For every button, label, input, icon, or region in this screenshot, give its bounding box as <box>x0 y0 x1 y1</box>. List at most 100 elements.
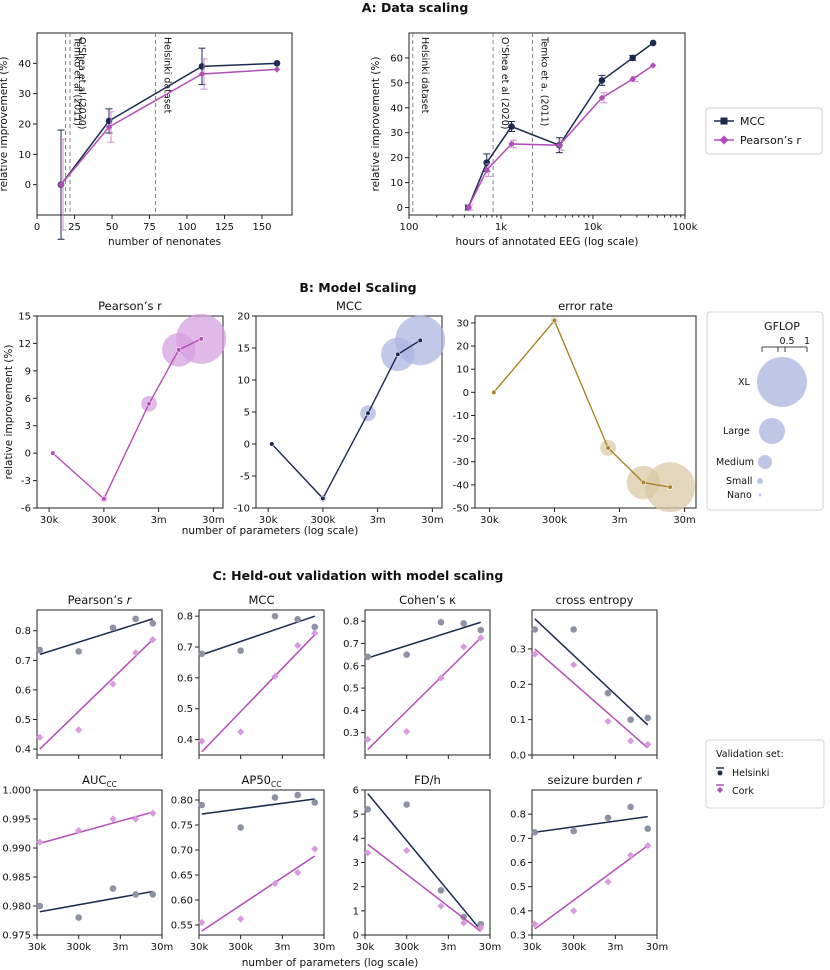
chart-b1-point <box>176 347 182 353</box>
chart-c3-ytick-label: 0.8 <box>343 617 359 628</box>
chart-a2-ytick-label: 60 <box>390 53 403 64</box>
chart-b2-ytick-label: 5 <box>244 408 250 419</box>
chart-c5-point-helsinki <box>149 891 157 898</box>
chart-c2-point-helsinki <box>271 612 279 620</box>
legend-b-label-medium: Medium <box>716 457 754 468</box>
chart-c2: 0.4 0.5 0.6 0.7 0.8 MCC <box>177 593 325 759</box>
b-ylabel: relative improvement (%) <box>3 345 15 480</box>
chart-c2-title: MCC <box>249 593 275 607</box>
chart-c5-point-helsinki <box>75 914 82 921</box>
chart-c8-xtick-label: 30m <box>646 942 668 953</box>
chart-c1-point-helsinki <box>149 620 157 627</box>
chart-a2-point-mcc <box>629 54 636 62</box>
chart-b2-ytick-label: 20 <box>237 312 250 323</box>
chart-b1-ytick-label: 9 <box>25 366 31 377</box>
chart-c6-xtick-label: 30m <box>313 942 335 953</box>
chart-a2-point-pearson <box>629 75 636 83</box>
chart-a2-ytick-label: 10 <box>390 178 403 189</box>
legend-c-frame <box>705 739 825 809</box>
chart-a1-point-pearson <box>57 181 65 188</box>
chart-c5: 0.975 0.980 0.985 0.990 0.995 1.000 30k 300k 3m 3… <box>2 773 173 953</box>
chart-c5-point-helsinki <box>109 885 117 892</box>
legend-c-cork-marker <box>717 787 723 793</box>
chart-c8-ytick-label: 0.4 <box>510 906 526 917</box>
chart-c3-point-cork <box>460 643 468 651</box>
chart-b3-point <box>491 389 497 395</box>
chart-c2-point-cork <box>237 728 245 736</box>
chart-c7-xtick-label: 300k <box>394 942 419 953</box>
chart-a1-xtick-label: 125 <box>215 222 234 233</box>
chart-b3: -50 -40 -30 -20 -10 0 10 20 30 30k 300k 3m 30m error … <box>453 299 697 526</box>
chart-c5-ytick-label: 0.975 <box>2 931 31 942</box>
chart-c3-frame <box>364 609 491 756</box>
chart-b2-xtick-label: 3m <box>370 515 386 526</box>
chart-c3-title: Cohen’s κ <box>399 593 456 607</box>
chart-c5-ytick-label: 0.995 <box>2 815 31 826</box>
chart-b1-title: Pearson’s r <box>98 299 162 313</box>
chart-a1: 0 10 20 30 40 0 25 50 75 100 125 150 number of nenon… <box>0 32 293 248</box>
chart-a2-point-pearson <box>483 166 490 174</box>
chart-c1-point-cork <box>109 680 117 688</box>
chart-c1-point-helsinki <box>132 615 139 623</box>
chart-c2-point-cork <box>294 641 302 650</box>
chart-b3-xtick-label: 3m <box>611 515 627 526</box>
chart-a2: 0 10 20 30 40 50 60 100 1k 10k 100k hours of annota… <box>370 32 698 248</box>
legend-b-label-small: Small <box>726 476 752 487</box>
chart-c1-ytick-label: 0.7 <box>15 656 31 667</box>
chart-c8-point-cork <box>531 920 539 928</box>
chart-c2-fit-helsinki <box>201 615 315 656</box>
chart-c1-point-helsinki <box>75 648 82 655</box>
chart-c8-point-helsinki <box>627 803 634 811</box>
chart-c1: 0.4 0.5 0.6 0.7 0.8 Pearson’s r <box>15 593 163 759</box>
chart-b1-xtick-label: 300k <box>91 515 116 526</box>
chart-c7-point-helsinki <box>437 886 445 894</box>
chart-c8-ytick-label: 0.6 <box>510 858 526 869</box>
chart-c6-xtick-label: 3m <box>274 942 290 953</box>
legend-b-bubble-small <box>757 478 763 484</box>
chart-a2-xlabel: hours of annotated EEG (log scale) <box>456 236 639 248</box>
chart-b3-ytick-label: 20 <box>456 342 469 353</box>
chart-c6-frame <box>198 789 325 936</box>
chart-a1-ylabel: relative improvement (%) <box>0 57 10 192</box>
chart-a2-ytick-label: 40 <box>390 103 403 114</box>
chart-c7-ytick-label: 5 <box>353 810 359 821</box>
chart-c7-ytick-label: 3 <box>353 858 359 869</box>
chart-c7-ytick-label: 6 <box>353 786 359 797</box>
chart-c8-fit-cork <box>534 844 649 930</box>
chart-b3-frame <box>474 315 697 509</box>
chart-c5-ytick-label: 1.000 <box>2 786 31 797</box>
chart-c4-point-cork <box>570 661 578 669</box>
chart-c6-fit-cork <box>201 855 316 932</box>
chart-a2-vline-label: Temko et a. (2011) <box>539 36 550 126</box>
chart-c2-ytick-label: 0.7 <box>177 643 193 654</box>
chart-a2-series-line <box>467 64 654 208</box>
chart-c7-point-helsinki <box>364 806 372 813</box>
chart-c4-point-helsinki <box>531 626 539 633</box>
chart-c4-ytick-label: 0.1 <box>510 715 526 726</box>
chart-c6: 0.55 0.60 0.65 0.70 0.75 0.80 30k 300k 3m 30m AP50… <box>171 773 336 953</box>
chart-c3-point-helsinki <box>460 620 467 627</box>
chart-a1-vline-label: O'Shea et al (2020) <box>76 37 87 130</box>
legend-c-title: Validation set: <box>716 749 784 760</box>
chart-a2-point-pearson <box>464 204 472 211</box>
chart-b1-point <box>50 450 56 456</box>
legend-b-bubble-xl <box>757 357 807 407</box>
chart-b2-xtick-label: 30m <box>421 515 443 526</box>
chart-c8-point-helsinki <box>531 828 539 836</box>
chart-c1-point-cork <box>75 726 83 734</box>
chart-c5-ytick-label: 0.980 <box>2 902 31 913</box>
chart-c1-ytick-label: 0.6 <box>15 685 31 696</box>
chart-a1-series-line <box>60 68 278 186</box>
chart-a2-xtick-label: 100 <box>399 222 418 233</box>
diamond-icon <box>719 135 729 145</box>
chart-b3-ytick-label: -20 <box>453 434 469 445</box>
chart-c8-point-cork <box>627 851 635 859</box>
chart-c7-xtick-label: 30m <box>479 942 501 953</box>
chart-b1-point <box>198 336 204 342</box>
chart-c2-ytick-label: 0.5 <box>177 704 193 715</box>
chart-c7-ytick-label: 0 <box>353 931 359 942</box>
chart-c7-title: FD/h <box>414 773 441 787</box>
chart-c7-ytick-label: 1 <box>353 906 359 917</box>
